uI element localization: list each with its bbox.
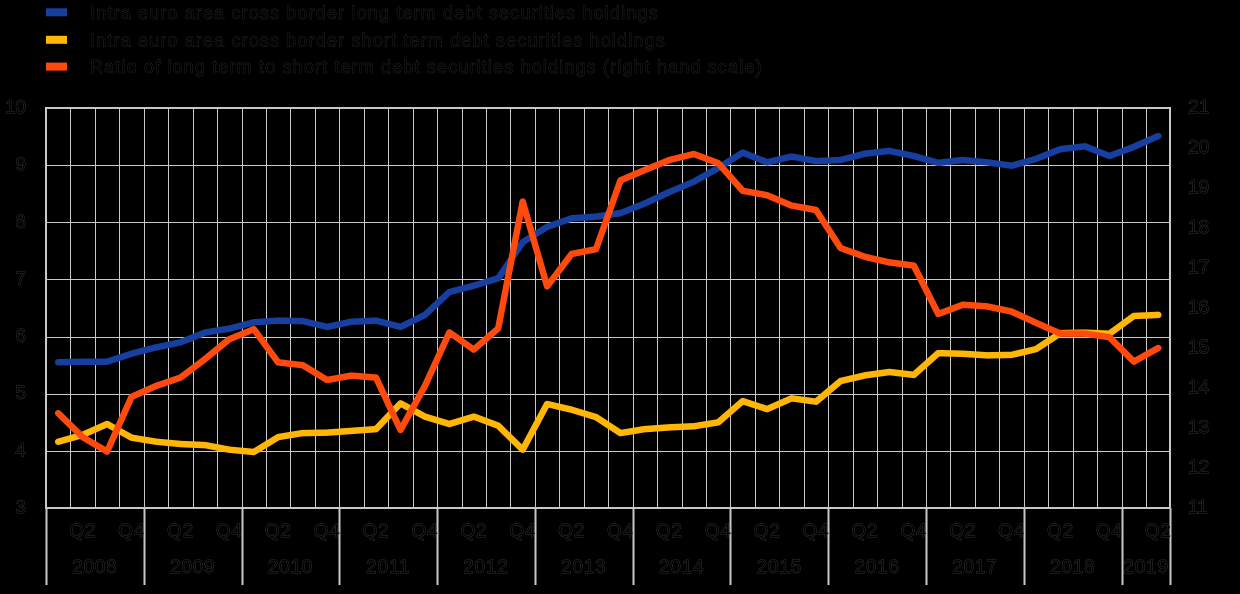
svg-text:19: 19 (1188, 178, 1209, 199)
svg-text:3: 3 (15, 498, 26, 519)
svg-text:10: 10 (5, 98, 26, 119)
svg-text:6: 6 (15, 326, 26, 347)
svg-text:Q2: Q2 (656, 521, 683, 542)
svg-text:2017: 2017 (952, 557, 997, 578)
svg-text:16: 16 (1188, 298, 1209, 319)
svg-text:Q2: Q2 (1145, 521, 1172, 542)
svg-text:2019: 2019 (1123, 557, 1168, 578)
svg-text:4: 4 (15, 440, 26, 461)
svg-text:5: 5 (15, 383, 26, 404)
svg-text:Q2: Q2 (363, 521, 390, 542)
svg-text:Q2: Q2 (558, 521, 585, 542)
svg-text:Q2: Q2 (851, 521, 878, 542)
svg-text:14: 14 (1188, 378, 1210, 399)
svg-text:2012: 2012 (463, 557, 508, 578)
svg-text:Q2: Q2 (949, 521, 976, 542)
svg-text:Q4: Q4 (411, 521, 438, 542)
svg-text:Q4: Q4 (314, 521, 341, 542)
svg-text:21: 21 (1188, 98, 1209, 119)
svg-text:Q4: Q4 (803, 521, 830, 542)
svg-text:Ratio of long term to short te: Ratio of long term to short term debt se… (90, 57, 763, 77)
svg-text:Q4: Q4 (509, 521, 536, 542)
svg-text:Q2: Q2 (167, 521, 194, 542)
svg-text:11: 11 (1188, 498, 1208, 519)
svg-text:2018: 2018 (1050, 557, 1095, 578)
svg-text:9: 9 (15, 155, 26, 176)
svg-text:Intra euro area cross border s: Intra euro area cross border short term … (90, 30, 666, 50)
svg-text:Q2: Q2 (265, 521, 292, 542)
svg-text:Q4: Q4 (118, 521, 145, 542)
svg-text:Q2: Q2 (1047, 521, 1074, 542)
svg-text:Q2: Q2 (754, 521, 781, 542)
svg-text:17: 17 (1188, 258, 1209, 279)
svg-text:7: 7 (15, 269, 26, 290)
svg-text:Q4: Q4 (607, 521, 634, 542)
svg-text:2009: 2009 (170, 557, 215, 578)
svg-text:2016: 2016 (854, 557, 899, 578)
svg-text:Q4: Q4 (1096, 521, 1123, 542)
svg-text:20: 20 (1188, 138, 1209, 159)
svg-text:Q4: Q4 (998, 521, 1025, 542)
svg-text:15: 15 (1188, 338, 1209, 359)
svg-text:2015: 2015 (757, 557, 802, 578)
svg-text:2008: 2008 (72, 557, 117, 578)
svg-text:2013: 2013 (561, 557, 606, 578)
svg-text:Q4: Q4 (900, 521, 927, 542)
svg-text:Q2: Q2 (69, 521, 96, 542)
svg-text:8: 8 (15, 212, 26, 233)
svg-text:2014: 2014 (659, 557, 704, 578)
svg-text:2010: 2010 (268, 557, 313, 578)
svg-text:Q2: Q2 (460, 521, 487, 542)
svg-text:18: 18 (1188, 218, 1209, 239)
svg-text:Q4: Q4 (216, 521, 243, 542)
svg-text:Q4: Q4 (705, 521, 732, 542)
svg-text:13: 13 (1188, 418, 1209, 439)
svg-text:12: 12 (1188, 458, 1209, 479)
svg-text:2011: 2011 (366, 557, 410, 578)
svg-text:Intra euro area cross border l: Intra euro area cross border long term d… (90, 3, 659, 23)
